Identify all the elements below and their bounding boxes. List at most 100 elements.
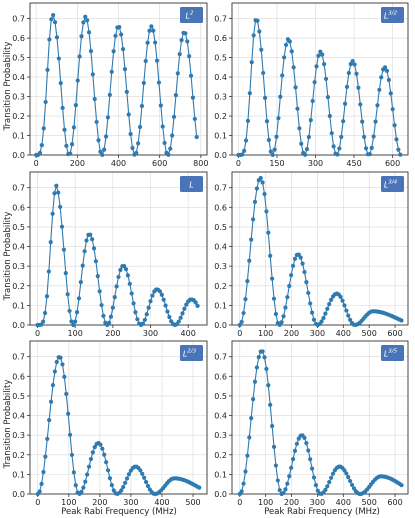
x-tick-label: 300 xyxy=(143,329,158,338)
data-point xyxy=(187,54,192,59)
x-tick-label: 600 xyxy=(152,159,167,168)
data-point xyxy=(75,78,80,83)
data-point xyxy=(62,374,67,379)
data-point xyxy=(249,60,254,65)
y-tick-label: 0.6 xyxy=(12,203,25,212)
data-point xyxy=(96,138,101,143)
data-point xyxy=(340,298,345,303)
data-point xyxy=(283,305,288,310)
x-tick-label: 500 xyxy=(362,329,377,338)
legend-background xyxy=(180,7,203,23)
data-point xyxy=(352,62,357,67)
data-point xyxy=(371,134,376,139)
data-point xyxy=(63,270,68,276)
data-point xyxy=(50,383,56,388)
data-point xyxy=(78,279,83,285)
y-tick-label: 0.0 xyxy=(214,321,227,330)
data-point xyxy=(298,255,303,260)
data-point xyxy=(110,305,115,310)
data-point xyxy=(290,456,296,462)
y-tick-label: 0.5 xyxy=(12,54,25,63)
plot-frame xyxy=(231,2,409,156)
series-line xyxy=(239,350,402,495)
data-point xyxy=(306,448,311,453)
data-point xyxy=(123,267,129,272)
data-point xyxy=(48,399,54,404)
data-point xyxy=(126,472,132,477)
data-point xyxy=(156,80,162,85)
y-axis-label-middle: Transition Probability xyxy=(3,212,13,302)
y-tick-label: 0.5 xyxy=(214,392,227,401)
data-point xyxy=(50,211,55,216)
data-point xyxy=(354,71,359,76)
data-point xyxy=(241,310,246,316)
data-point xyxy=(128,131,133,137)
data-point xyxy=(369,145,374,150)
data-point xyxy=(344,471,349,476)
legend-label: L2/3 xyxy=(183,349,197,359)
data-point xyxy=(98,442,103,447)
data-point xyxy=(302,269,307,275)
data-point xyxy=(73,483,78,488)
data-point xyxy=(266,383,271,388)
data-point xyxy=(162,140,167,146)
data-point xyxy=(302,152,308,157)
data-point xyxy=(59,224,65,229)
data-point xyxy=(81,485,86,490)
x-tick-label: 0 xyxy=(237,329,242,338)
data-point xyxy=(348,317,353,322)
data-point xyxy=(119,32,124,37)
data-point xyxy=(142,317,147,322)
data-point xyxy=(82,249,87,254)
x-tick-label: 200 xyxy=(92,498,107,507)
data-point xyxy=(348,478,353,484)
data-point xyxy=(144,312,149,317)
x-tick-label: 500 xyxy=(362,498,377,507)
data-point xyxy=(275,478,280,483)
y-tick-label: 0.7 xyxy=(12,15,25,24)
data-point xyxy=(349,482,355,488)
data-point xyxy=(270,423,275,429)
data-point xyxy=(360,119,365,124)
data-point xyxy=(327,480,332,485)
data-point xyxy=(145,40,150,45)
data-point xyxy=(384,68,390,74)
data-point xyxy=(293,85,298,90)
y-tick-label: 0.1 xyxy=(12,301,25,310)
data-point xyxy=(245,279,250,284)
data-point xyxy=(392,123,397,128)
data-point xyxy=(124,89,129,94)
data-point xyxy=(93,259,98,264)
x-tick-label: 100 xyxy=(258,498,273,507)
x-tick-label: 800 xyxy=(193,159,208,168)
data-point xyxy=(165,309,170,314)
x-tick-label: 0 xyxy=(35,498,40,507)
data-point xyxy=(304,280,309,285)
data-point xyxy=(325,94,331,100)
y-tick-label: 0.7 xyxy=(214,15,227,24)
data-point xyxy=(54,359,59,365)
data-point xyxy=(76,296,82,301)
data-point xyxy=(83,479,88,484)
data-point xyxy=(247,91,252,96)
x-tick-label: 400 xyxy=(336,329,351,338)
data-point xyxy=(103,134,109,139)
y-tick-label: 0.6 xyxy=(214,34,227,43)
data-point xyxy=(240,152,245,157)
data-point xyxy=(124,476,130,481)
data-point xyxy=(171,114,177,119)
plot-frame xyxy=(29,171,208,326)
data-point xyxy=(299,141,304,146)
data-point xyxy=(39,143,44,148)
data-point xyxy=(294,441,299,446)
data-point xyxy=(338,294,343,300)
data-point xyxy=(122,264,127,269)
subplot-6: 0.0 0.1 0.2 0.3 0.4 0.5 0.6 0.7 0 100 200 300 400 500… xyxy=(214,340,409,507)
data-point xyxy=(342,101,348,106)
data-point xyxy=(316,53,321,58)
data-point xyxy=(86,30,92,35)
data-point xyxy=(49,17,54,22)
legend-label: L xyxy=(189,181,193,190)
y-axis-label-top: Transition Probability xyxy=(3,42,13,132)
data-point xyxy=(257,29,262,34)
